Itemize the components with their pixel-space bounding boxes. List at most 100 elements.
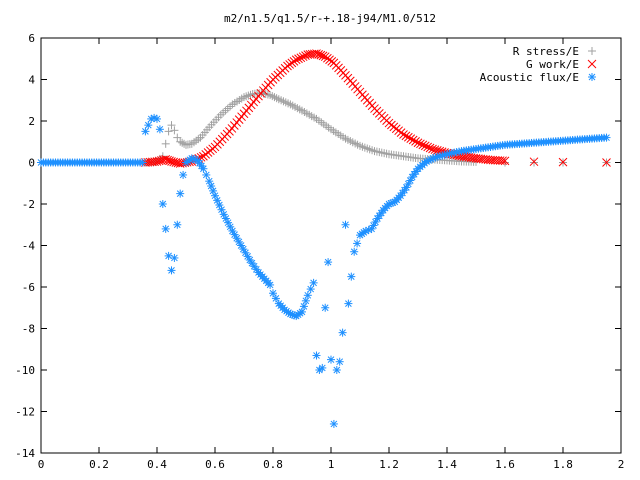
data-point — [141, 127, 150, 136]
y-tick-label: 6 — [28, 32, 35, 45]
data-point — [498, 156, 507, 166]
legend-label: Acoustic flux/E — [480, 71, 579, 84]
y-tick-label: -10 — [15, 364, 35, 377]
data-point — [425, 143, 435, 153]
data-point — [138, 158, 147, 167]
data-point — [155, 125, 164, 134]
data-point — [353, 239, 362, 248]
data-point — [144, 121, 153, 130]
x-tick-label: 1 — [328, 458, 335, 471]
data-point — [301, 296, 310, 305]
y-tick-label: -4 — [22, 240, 36, 253]
data-point — [221, 214, 230, 223]
data-point — [408, 135, 418, 145]
data-point — [602, 158, 611, 167]
data-point — [173, 158, 183, 168]
data-point — [178, 138, 187, 147]
data-point — [413, 138, 423, 148]
y-tick-label: -14 — [15, 447, 35, 460]
data-point — [321, 303, 330, 312]
data-point — [430, 145, 440, 155]
x-tick-label: 1.4 — [437, 458, 457, 471]
data-point — [158, 200, 167, 208]
x-tick-label: 1.6 — [495, 458, 515, 471]
data-point — [161, 139, 170, 148]
x-tick-label: 0.8 — [263, 458, 283, 471]
data-point — [399, 130, 408, 139]
data-point — [153, 114, 161, 123]
x-tick-label: 0.4 — [147, 458, 167, 471]
data-point — [428, 144, 437, 154]
data-point — [161, 224, 170, 233]
x-tick-label: 0 — [38, 458, 45, 471]
data-point — [369, 221, 378, 230]
axis-ticks: 0 0.2 0.4 0.6 0.8 1 1.2 1.4 1.6 1.8 2 6 4 2 0 -2 -4 -6 -8 -… — [15, 32, 624, 471]
data-point — [167, 266, 176, 275]
data-point — [404, 179, 413, 188]
data-point — [406, 134, 416, 143]
data-point — [299, 302, 308, 311]
data-point — [418, 140, 428, 150]
data-point — [411, 137, 420, 146]
data-point — [271, 294, 280, 303]
data-point — [266, 280, 275, 289]
x-tick-label: 1.2 — [379, 458, 399, 471]
plot-frame — [40, 37, 622, 454]
data-point — [176, 137, 185, 146]
data-point — [416, 139, 425, 149]
data-point — [602, 133, 611, 142]
data-point — [170, 126, 179, 135]
data-point — [294, 54, 303, 64]
data-point — [224, 218, 233, 227]
x-tick-label: 2 — [618, 458, 625, 471]
data-point — [558, 157, 568, 167]
data-point — [423, 142, 433, 152]
data-point — [167, 121, 176, 130]
y-tick-label: 2 — [28, 115, 35, 128]
data-point — [335, 357, 344, 366]
data-point — [219, 210, 228, 219]
data-point — [420, 141, 430, 151]
data-point — [530, 158, 538, 167]
data-point — [327, 355, 335, 364]
legend-marker — [588, 47, 596, 55]
y-tick-label: 4 — [28, 74, 35, 87]
data-point — [403, 132, 413, 142]
data-point — [318, 363, 327, 372]
data-point — [296, 53, 306, 63]
series-layer — [37, 49, 611, 428]
series-2 — [37, 113, 611, 428]
data-point — [298, 307, 306, 316]
series-0 — [141, 88, 611, 167]
data-point — [170, 253, 179, 262]
data-point — [398, 188, 407, 197]
data-point — [303, 291, 312, 300]
data-point — [291, 55, 301, 65]
data-point — [332, 366, 341, 374]
data-point — [226, 222, 235, 231]
data-point — [179, 170, 188, 179]
data-point — [338, 328, 347, 337]
data-point — [298, 52, 308, 62]
data-point — [472, 157, 480, 166]
series-1 — [141, 49, 611, 168]
data-point — [329, 419, 338, 428]
data-point — [306, 285, 315, 294]
data-point — [173, 220, 182, 229]
y-tick-label: -6 — [22, 281, 35, 294]
chart-title: m2/n1.5/q1.5/r-+.18-j94/M1.0/512 — [224, 12, 436, 25]
legend-marker — [588, 73, 596, 81]
data-point — [324, 258, 333, 267]
data-point — [350, 247, 359, 256]
legend-label: G work/E — [526, 58, 579, 71]
data-point — [309, 278, 318, 287]
x-tick-label: 0.2 — [89, 458, 109, 471]
data-point — [173, 133, 182, 142]
data-point — [500, 156, 510, 166]
data-point — [202, 170, 211, 179]
y-tick-label: -2 — [22, 198, 35, 211]
data-point — [341, 220, 350, 229]
legend-label: R stress/E — [513, 45, 579, 58]
